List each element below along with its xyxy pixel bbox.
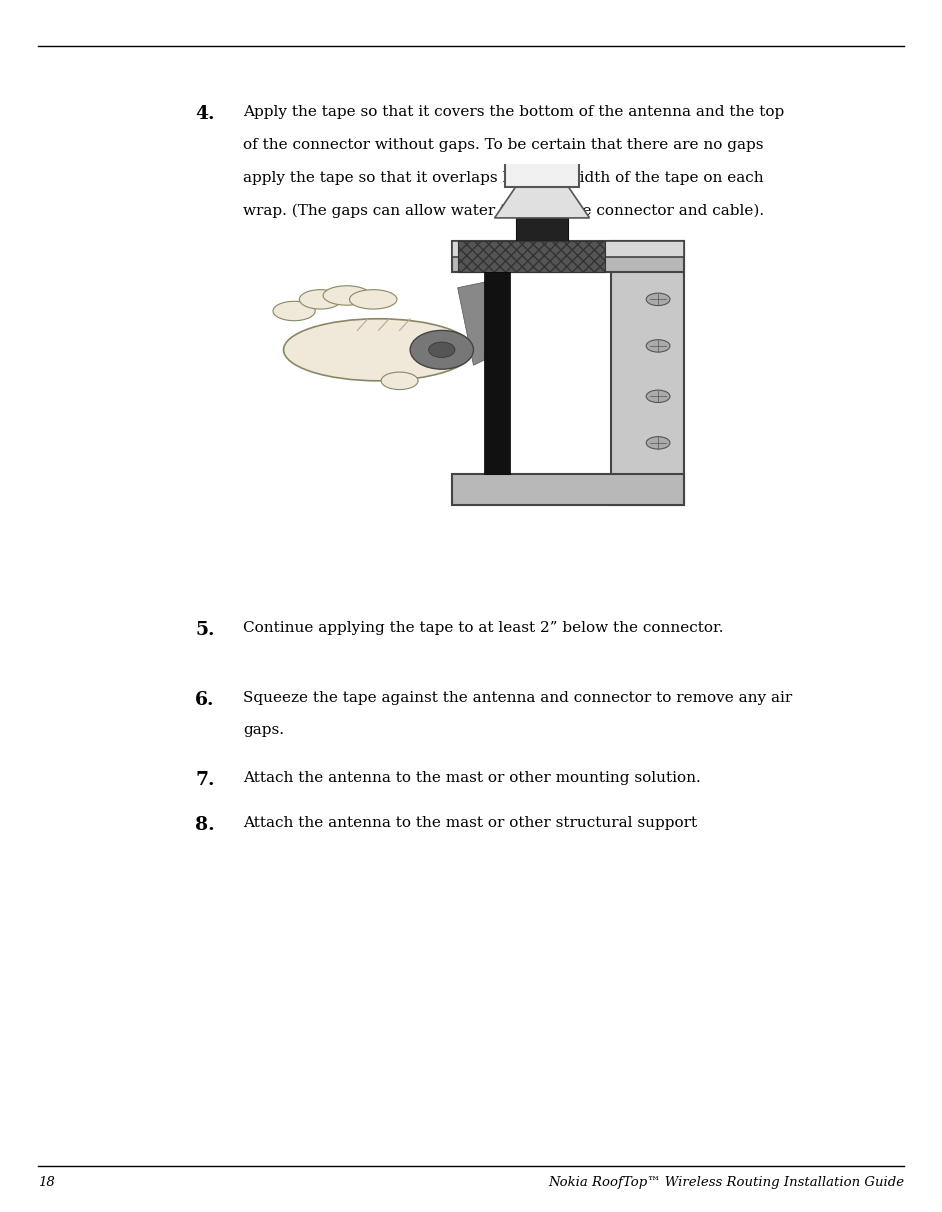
Ellipse shape	[410, 331, 474, 370]
Ellipse shape	[349, 290, 397, 309]
Ellipse shape	[382, 372, 418, 389]
Ellipse shape	[323, 286, 370, 305]
Ellipse shape	[646, 293, 670, 305]
Text: Squeeze the tape against the antenna and connector to remove any air: Squeeze the tape against the antenna and…	[243, 691, 792, 705]
Text: Apply the tape so that it covers the bottom of the antenna and the top: Apply the tape so that it covers the bot…	[243, 105, 785, 120]
Ellipse shape	[429, 342, 455, 358]
Polygon shape	[452, 241, 685, 257]
Bar	[610, 241, 685, 505]
Polygon shape	[458, 280, 495, 365]
Text: Attach the antenna to the mast or other structural support: Attach the antenna to the mast or other …	[243, 816, 697, 830]
Bar	[452, 241, 685, 273]
Bar	[505, 79, 579, 187]
Polygon shape	[495, 187, 590, 218]
Ellipse shape	[284, 319, 474, 381]
Ellipse shape	[646, 390, 670, 402]
Text: Attach the antenna to the mast or other mounting solution.: Attach the antenna to the mast or other …	[243, 771, 701, 785]
Text: gaps.: gaps.	[243, 724, 284, 737]
Text: wrap. (The gaps can allow water to enter the connector and cable).: wrap. (The gaps can allow water to enter…	[243, 204, 764, 218]
Ellipse shape	[300, 290, 342, 309]
Text: Continue applying the tape to at least 2” below the connector.: Continue applying the tape to at least 2…	[243, 621, 723, 635]
Ellipse shape	[646, 436, 670, 450]
Bar	[484, 273, 511, 474]
Text: 8.: 8.	[195, 816, 215, 834]
Text: 18: 18	[38, 1177, 55, 1189]
Bar	[458, 241, 606, 273]
Bar	[452, 474, 685, 505]
Ellipse shape	[273, 302, 316, 321]
Text: 4.: 4.	[195, 105, 215, 124]
Text: Nokia RoofTop™ Wireless Routing Installation Guide: Nokia RoofTop™ Wireless Routing Installa…	[548, 1177, 904, 1189]
Bar	[527, 35, 558, 55]
Text: 5.: 5.	[195, 621, 215, 639]
Text: 6.: 6.	[195, 691, 215, 709]
Text: of the connector without gaps. To be certain that there are no gaps: of the connector without gaps. To be cer…	[243, 138, 764, 152]
Polygon shape	[505, 55, 579, 79]
Text: apply the tape so that it overlaps half the width of the tape on each: apply the tape so that it overlaps half …	[243, 171, 764, 184]
Text: 7.: 7.	[195, 771, 215, 789]
Ellipse shape	[646, 339, 670, 353]
Bar	[515, 218, 568, 241]
